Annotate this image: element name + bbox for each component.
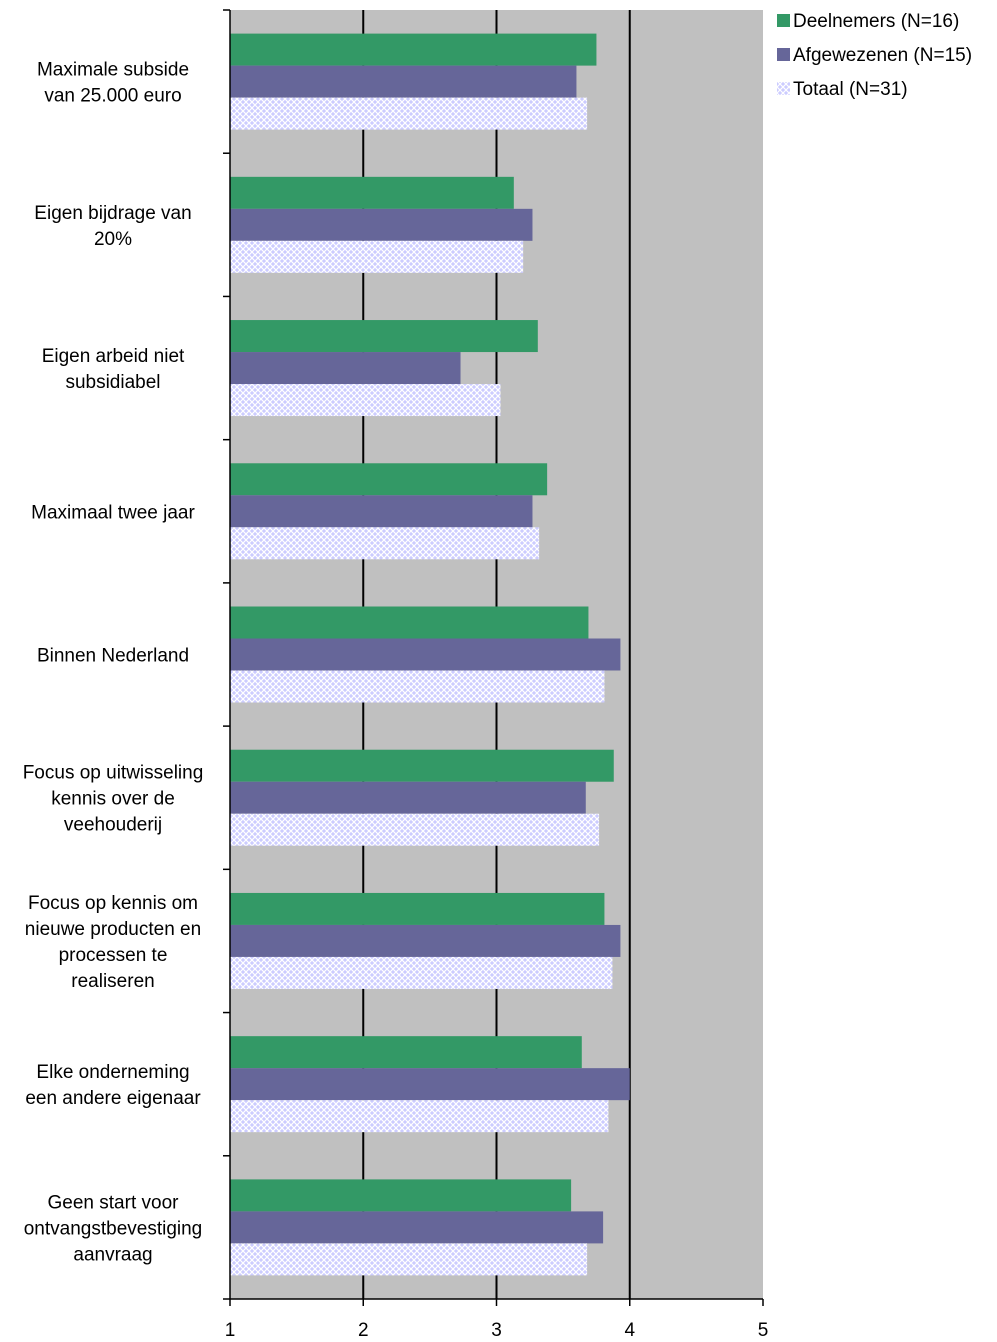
x-tick-label: 3 xyxy=(491,1320,502,1341)
axes xyxy=(223,9,764,1306)
category-label-line: Geen start voor xyxy=(48,1192,180,1213)
bar xyxy=(230,1100,609,1133)
category-label-line: Maximale subside xyxy=(37,60,189,81)
bar xyxy=(230,176,514,209)
bar xyxy=(230,65,577,98)
bars xyxy=(230,33,630,1276)
x-tick-label: 5 xyxy=(758,1320,769,1341)
x-tick-label: 1 xyxy=(225,1320,236,1341)
category-label-line: subsidiabel xyxy=(65,372,160,393)
bar xyxy=(230,352,461,385)
bar xyxy=(230,924,621,957)
legend-label: Deelnemers (N=16) xyxy=(793,11,959,32)
bar xyxy=(230,240,524,273)
bar xyxy=(230,97,588,130)
bar xyxy=(230,670,605,703)
bar xyxy=(230,956,613,989)
x-tick-label: 2 xyxy=(358,1320,369,1341)
category-label-line: Eigen arbeid niet xyxy=(42,346,185,367)
bar xyxy=(230,781,586,814)
tick-labels: 1 2 3 4 5 xyxy=(225,1320,769,1341)
bar xyxy=(230,638,621,671)
bar xyxy=(230,33,597,66)
legend: Deelnemers (N=16) Afgewezenen (N=15) Totaa… xyxy=(777,11,972,100)
bar xyxy=(230,384,501,417)
category-label: Maximale subside van 25.000 euro xyxy=(37,60,189,107)
bar xyxy=(230,1179,572,1212)
bar xyxy=(230,320,538,353)
bar xyxy=(230,1068,630,1101)
category-label-line: Eigen bijdrage van xyxy=(34,203,191,224)
category-label-line: van 25.000 euro xyxy=(44,86,181,107)
category-label-line: 20% xyxy=(94,229,132,250)
category-label: Eigen arbeid niet subsidiabel xyxy=(42,346,185,393)
category-label-line: veehouderij xyxy=(64,815,162,836)
category-label: Geen start voor ontvangstbevestiging aanvr… xyxy=(24,1192,203,1265)
category-label-line: realiseren xyxy=(71,971,154,992)
bar xyxy=(230,1243,588,1276)
bar xyxy=(230,892,605,925)
category-label-line: Focus op kennis om xyxy=(28,893,198,914)
bar xyxy=(230,527,540,560)
bar xyxy=(230,1036,582,1069)
category-label: Focus op uitwisseling kennis over de veeho… xyxy=(23,763,204,836)
category-label-line: Elke onderneming xyxy=(36,1062,189,1083)
category-label-line: ontvangstbevestiging xyxy=(24,1218,203,1239)
category-label: Focus op kennis om nieuwe producten en pro… xyxy=(25,893,201,992)
category-label: Binnen Nederland xyxy=(37,646,189,667)
x-tick-label: 4 xyxy=(624,1320,635,1341)
bar xyxy=(230,749,614,782)
bar xyxy=(230,606,589,639)
category-label-line: een andere eigenaar xyxy=(25,1088,201,1109)
category-label-line: kennis over de xyxy=(51,789,175,810)
legend-label: Totaal (N=31) xyxy=(793,79,908,100)
category-label-line: processen te xyxy=(59,945,168,966)
bar xyxy=(230,813,600,846)
bar xyxy=(230,1211,604,1244)
bar xyxy=(230,495,533,528)
category-label-line: aanvraag xyxy=(73,1244,152,1265)
legend-swatch xyxy=(777,82,790,95)
category-label: Maximaal twee jaar xyxy=(31,502,195,523)
bar xyxy=(230,463,548,496)
bar xyxy=(230,208,533,241)
category-label: Elke onderneming een andere eigenaar xyxy=(25,1062,201,1109)
category-labels: Maximale subside van 25.000 euro Eigen bij… xyxy=(23,60,204,1266)
category-label-line: Maximaal twee jaar xyxy=(31,502,195,523)
legend-swatch xyxy=(777,14,790,27)
legend-label: Afgewezenen (N=15) xyxy=(793,45,972,66)
category-label-line: nieuwe producten en xyxy=(25,919,201,940)
legend-swatch xyxy=(777,48,790,61)
category-label-line: Focus op uitwisseling xyxy=(23,763,204,784)
category-label: Eigen bijdrage van 20% xyxy=(34,203,191,250)
category-label-line: Binnen Nederland xyxy=(37,646,189,667)
